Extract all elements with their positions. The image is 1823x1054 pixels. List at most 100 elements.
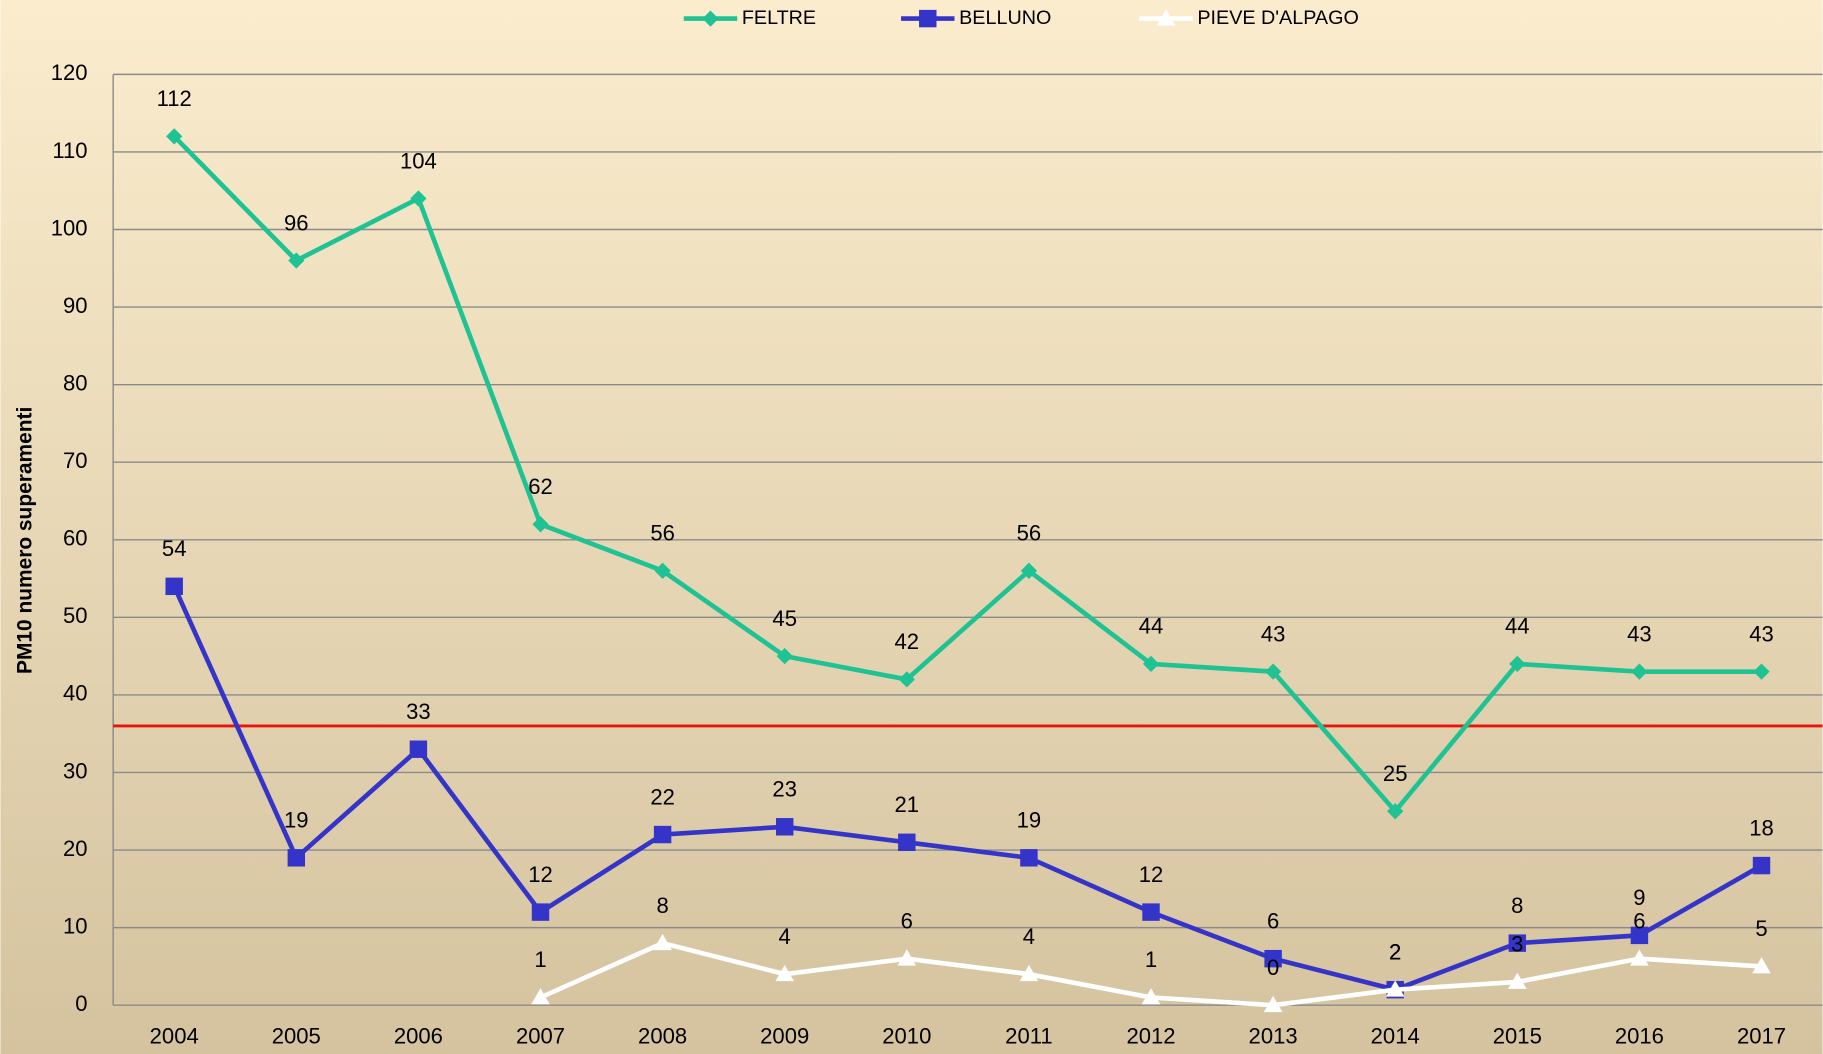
data-label: 4 bbox=[1023, 924, 1035, 949]
point-marker bbox=[1156, 9, 1176, 26]
data-label: 44 bbox=[1505, 614, 1530, 639]
data-label: 25 bbox=[1383, 761, 1408, 786]
data-label: 2 bbox=[1389, 939, 1401, 964]
point-marker bbox=[1019, 964, 1039, 982]
data-label: 12 bbox=[1139, 862, 1164, 887]
point-marker bbox=[775, 818, 794, 836]
x-tick-label: 2015 bbox=[1493, 1024, 1542, 1049]
data-label: 6 bbox=[901, 908, 913, 933]
data-label: 8 bbox=[1511, 893, 1523, 918]
data-label: 112 bbox=[157, 86, 192, 111]
data-label: 56 bbox=[650, 521, 675, 546]
data-label: 4 bbox=[779, 924, 791, 949]
data-label: 42 bbox=[895, 629, 920, 654]
data-label: 96 bbox=[284, 210, 309, 235]
x-tick-label: 2009 bbox=[760, 1024, 809, 1049]
point-marker bbox=[1264, 949, 1282, 968]
point-marker bbox=[1020, 849, 1038, 867]
point-marker bbox=[775, 964, 795, 982]
y-tick-label: 70 bbox=[63, 448, 88, 473]
point-marker bbox=[1753, 663, 1770, 680]
point-marker bbox=[532, 516, 549, 533]
data-label: 21 bbox=[895, 792, 920, 817]
point-marker bbox=[1020, 562, 1038, 579]
point-marker bbox=[1385, 980, 1405, 997]
point-marker bbox=[654, 562, 671, 579]
data-label: 56 bbox=[1017, 521, 1042, 546]
point-marker bbox=[1509, 655, 1526, 673]
data-label: 45 bbox=[772, 606, 797, 631]
y-tick-label: 100 bbox=[51, 215, 88, 240]
x-tick-label: 2012 bbox=[1126, 1024, 1175, 1049]
data-label: 33 bbox=[406, 699, 431, 724]
point-marker bbox=[288, 252, 305, 269]
y-tick-label: 50 bbox=[63, 603, 88, 628]
y-tick-label: 0 bbox=[75, 991, 87, 1016]
point-marker bbox=[898, 833, 916, 852]
data-label: 19 bbox=[284, 808, 309, 833]
x-tick-label: 2008 bbox=[638, 1024, 687, 1049]
point-marker bbox=[1631, 663, 1648, 680]
point-marker bbox=[653, 933, 672, 951]
point-marker bbox=[531, 988, 550, 1005]
legend-label: BELLUNO bbox=[959, 7, 1051, 29]
point-marker bbox=[1508, 972, 1527, 989]
y-tick-label: 110 bbox=[52, 138, 87, 163]
legend-label: PIEVE D'ALPAGO bbox=[1197, 7, 1358, 29]
y-tick-label: 120 bbox=[51, 60, 88, 85]
point-marker bbox=[776, 648, 793, 665]
point-marker bbox=[1142, 655, 1160, 673]
x-tick-label: 2016 bbox=[1615, 1024, 1664, 1049]
point-marker bbox=[702, 10, 719, 27]
data-label: 6 bbox=[1633, 908, 1645, 933]
data-label: 8 bbox=[656, 893, 668, 918]
point-marker bbox=[287, 849, 306, 867]
point-marker bbox=[1508, 934, 1527, 952]
point-marker bbox=[410, 190, 427, 207]
y-tick-label: 60 bbox=[63, 526, 88, 551]
point-marker bbox=[897, 949, 917, 966]
point-marker bbox=[1752, 856, 1771, 875]
point-marker bbox=[531, 903, 550, 921]
point-marker bbox=[1263, 995, 1283, 1013]
point-marker bbox=[898, 671, 915, 688]
data-label: 2 bbox=[1389, 939, 1401, 964]
x-tick-label: 2010 bbox=[882, 1024, 931, 1049]
point-marker bbox=[1142, 903, 1160, 921]
data-label: 23 bbox=[772, 777, 797, 802]
y-tick-label: 40 bbox=[63, 681, 88, 706]
y-tick-label: 10 bbox=[63, 913, 88, 938]
data-label: 3 bbox=[1511, 932, 1523, 957]
point-marker bbox=[409, 740, 428, 758]
x-tick-label: 2011 bbox=[1005, 1024, 1052, 1049]
y-axis-label: PM10 numero superamenti bbox=[14, 407, 37, 674]
data-label: 9 bbox=[1633, 885, 1645, 910]
data-label: 104 bbox=[400, 148, 437, 173]
point-marker bbox=[653, 825, 672, 844]
data-label: 19 bbox=[1017, 808, 1042, 833]
point-marker bbox=[1387, 803, 1404, 820]
point-marker bbox=[165, 577, 183, 596]
point-marker bbox=[1752, 957, 1771, 974]
x-tick-label: 2004 bbox=[150, 1024, 199, 1049]
x-tick-label: 2005 bbox=[272, 1024, 321, 1049]
legend-label: FELTRE bbox=[742, 7, 816, 29]
y-tick-label: 20 bbox=[63, 836, 88, 861]
x-tick-label: 2013 bbox=[1249, 1024, 1298, 1049]
y-tick-label: 90 bbox=[63, 293, 88, 318]
series-line bbox=[172, 134, 1762, 814]
point-marker bbox=[1630, 949, 1649, 966]
data-label: 18 bbox=[1749, 815, 1774, 840]
y-tick-label: 30 bbox=[63, 758, 88, 783]
point-marker bbox=[919, 9, 937, 28]
data-label: 1 bbox=[1145, 947, 1157, 972]
x-tick-label: 2014 bbox=[1371, 1024, 1420, 1049]
data-label: 12 bbox=[528, 862, 553, 887]
data-label: 43 bbox=[1627, 621, 1652, 646]
series-line bbox=[172, 585, 1763, 993]
data-label: 5 bbox=[1755, 916, 1767, 941]
x-tick-label: 2017 bbox=[1737, 1024, 1786, 1049]
data-label: 0 bbox=[1267, 955, 1279, 980]
data-label: 54 bbox=[162, 536, 187, 561]
